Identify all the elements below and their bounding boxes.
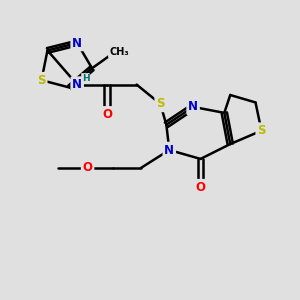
Text: S: S — [156, 98, 165, 110]
Text: N: N — [72, 37, 82, 50]
Text: H: H — [82, 74, 89, 82]
Text: O: O — [102, 108, 112, 121]
Text: CH₃: CH₃ — [110, 47, 129, 57]
Text: O: O — [82, 161, 93, 174]
Text: N: N — [188, 100, 198, 113]
Text: N: N — [72, 78, 82, 91]
Text: S: S — [257, 124, 266, 137]
Text: S: S — [37, 74, 46, 87]
Text: O: O — [196, 181, 206, 194]
Text: N: N — [164, 143, 174, 157]
